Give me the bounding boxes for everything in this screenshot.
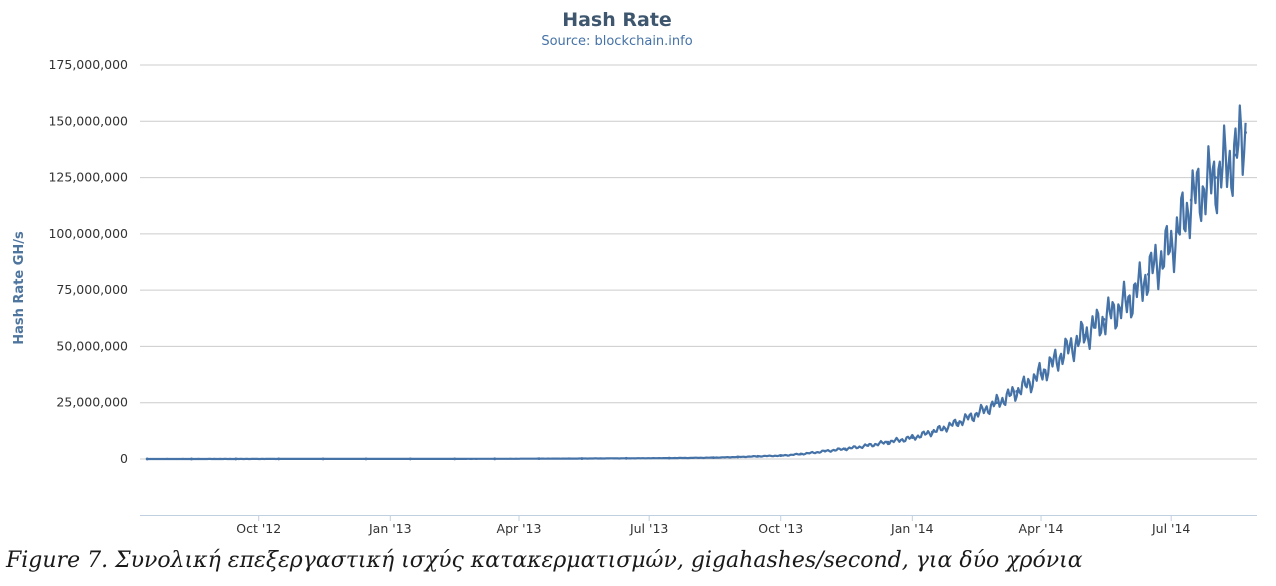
hash-rate-data-point [930, 430, 934, 434]
hash-rate-data-point [1146, 272, 1150, 276]
hash-rate-data-point [1169, 243, 1173, 247]
hash-rate-data-point [1189, 198, 1193, 202]
hash-rate-data-point [886, 440, 890, 444]
hash-rate-data-point [1244, 131, 1247, 134]
chart-subtitle: Source: blockchain.info [541, 34, 692, 49]
hash-rate-data-point [493, 457, 497, 461]
hash-rate-data-point [1015, 390, 1019, 393]
y-axis-label: Hash Rate GH/s [12, 231, 27, 345]
hash-rate-data-point [779, 454, 783, 458]
x-tick-label: Oct '13 [758, 521, 803, 536]
hash-rate-data-point [736, 455, 740, 459]
hash-rate-data-point [277, 457, 281, 461]
hash-rate-data-point [1214, 176, 1217, 179]
hash-rate-data-point [910, 436, 914, 440]
hash-rate-data-point [1102, 318, 1106, 321]
hash-rate-data-point [995, 401, 999, 405]
hash-rate-data-point [823, 449, 827, 453]
y-tick-label: 175,000,000 [48, 57, 128, 72]
x-tick-label: Jul '13 [629, 521, 668, 536]
hash-rate-data-point [1082, 333, 1086, 337]
hash-rate-series-line [147, 104, 1247, 461]
hash-rate-data-point [955, 421, 959, 425]
y-tick-label: 75,000,000 [56, 282, 128, 297]
chart-title: Hash Rate [562, 9, 672, 31]
x-tick-label: Apr '14 [1019, 521, 1064, 536]
figure-caption: Figure 7. Συνολική επεξεργαστική ισχύς κ… [6, 548, 1083, 573]
hash-rate-data-point [190, 457, 193, 461]
hash-rate-data-point [234, 457, 238, 461]
hash-rate-data-point [667, 456, 671, 460]
y-tick-label: 50,000,000 [56, 338, 128, 353]
y-tick-label: 25,000,000 [56, 395, 128, 410]
hash-rate-data-point [537, 457, 541, 461]
hash-rate-data-point [624, 456, 628, 460]
hash-rate-data-point [1126, 300, 1130, 303]
x-tick-label: Jul '14 [1151, 521, 1190, 536]
x-tick-label: Apr '13 [497, 521, 542, 536]
hash-rate-data-point [799, 452, 803, 456]
hash-rate-data-point [580, 457, 584, 460]
y-tick-label: 100,000,000 [48, 226, 128, 241]
y-tick-label: 0 [120, 451, 128, 466]
hash-rate-chart: Hash Rate Source: blockchain.info Hash R… [12, 9, 1257, 536]
y-tick-label: 125,000,000 [48, 170, 128, 185]
hash-rate-data-point [145, 457, 149, 461]
hash-rate-data-point [321, 457, 325, 461]
hash-rate-data-point [756, 454, 760, 458]
hash-rate-data-point [712, 456, 715, 460]
hash-rate-data-point [453, 457, 457, 461]
hash-rate-data-point [408, 457, 412, 461]
hash-rate-data-point [364, 457, 368, 461]
y-tick-label: 150,000,000 [48, 113, 128, 128]
hash-rate-data-point [1059, 354, 1063, 357]
hash-rate-data-point [975, 412, 979, 416]
x-tick-label: Jan '14 [890, 521, 934, 536]
hash-rate-data-point [1234, 153, 1237, 157]
x-tick-label: Jan '13 [368, 521, 412, 536]
hash-rate-data-point [1039, 372, 1043, 375]
x-tick-label: Oct '12 [236, 521, 281, 536]
hash-rate-data-point [866, 444, 870, 447]
hash-rate-data-point [843, 447, 847, 451]
